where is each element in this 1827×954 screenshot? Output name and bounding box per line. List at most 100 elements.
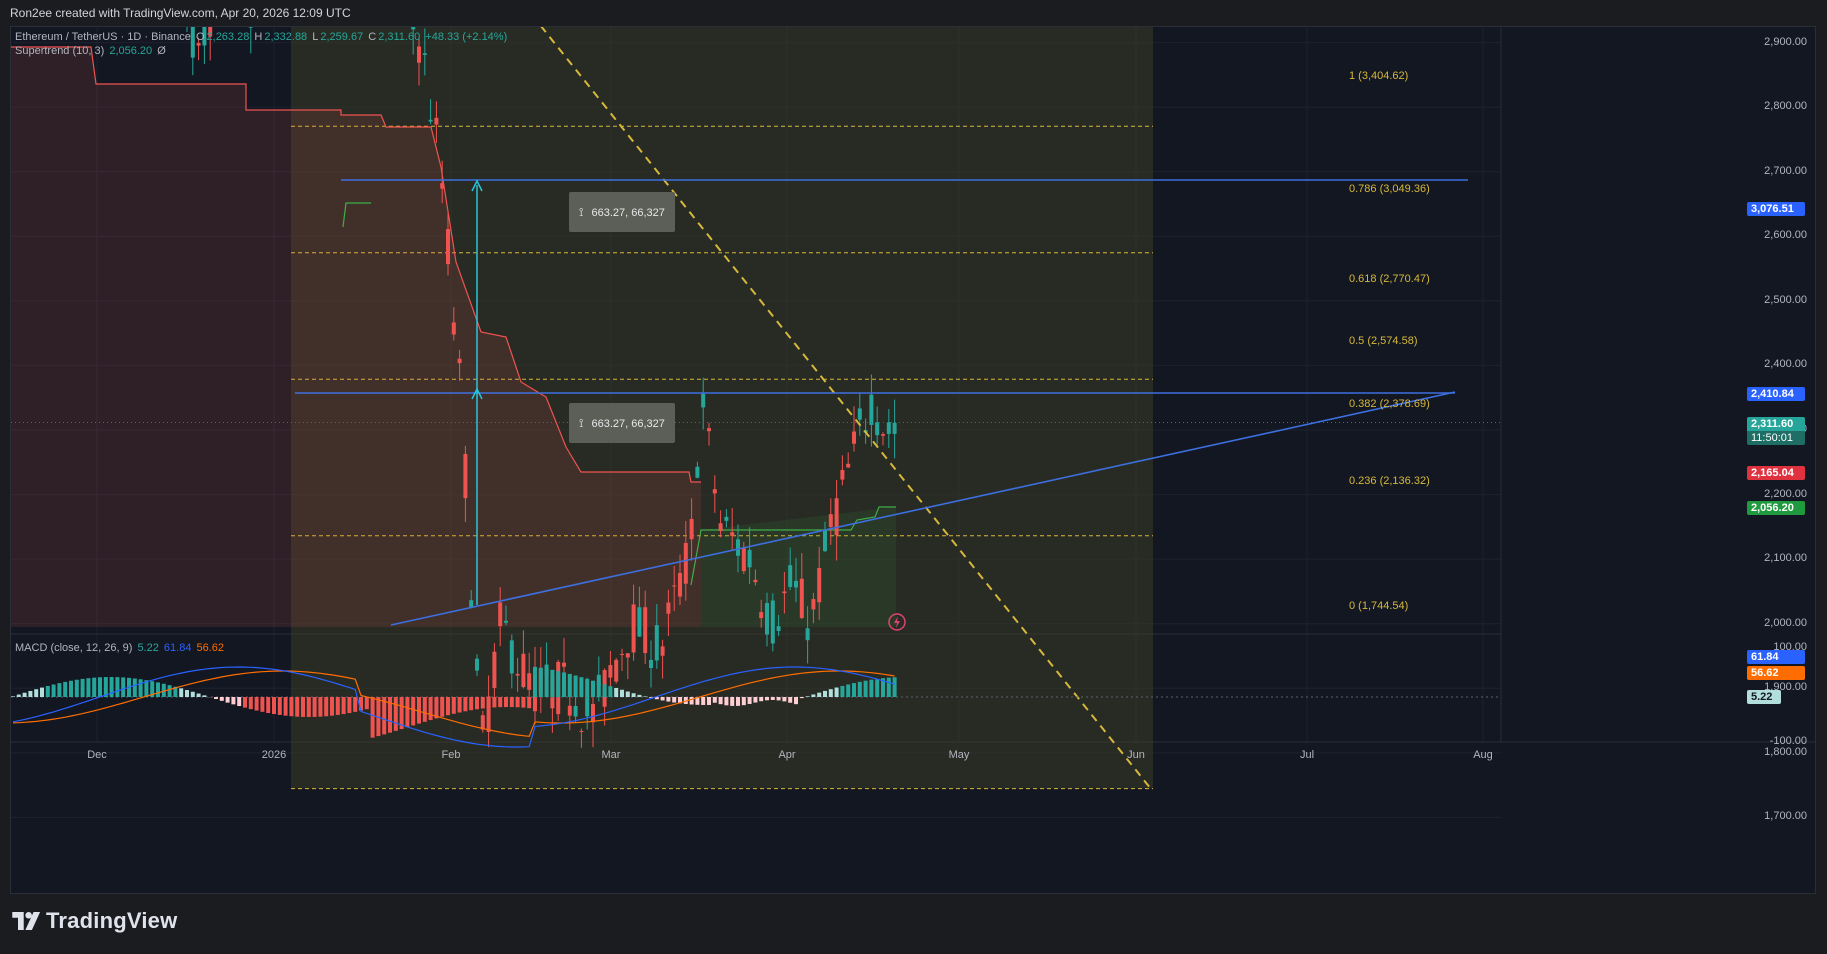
macd-histogram-bar xyxy=(515,697,520,708)
macd-histogram-bar xyxy=(254,697,259,711)
macd-histogram-bar xyxy=(353,697,358,712)
candle-body xyxy=(730,532,735,536)
macd-histogram-bar xyxy=(567,673,572,697)
macd-histogram-bar xyxy=(718,697,723,705)
macd-histogram-bar xyxy=(701,697,706,705)
macd-histogram-bar xyxy=(132,678,137,697)
measure-icon: ⟟ xyxy=(579,416,584,430)
fib-label-0618: 0.618 (2,770.47) xyxy=(1349,273,1430,285)
macd-histogram-bar xyxy=(736,697,740,706)
macd-badge: 61.84 xyxy=(1747,650,1805,664)
candle-body xyxy=(852,431,856,444)
candle-body xyxy=(747,549,752,568)
macd-histogram-bar xyxy=(759,697,764,702)
chart-area[interactable]: Ethereum / TetherUS · 1D · Binance O 2,26… xyxy=(10,26,1816,894)
macd-histogram-bar xyxy=(382,697,387,735)
candle-body xyxy=(486,696,491,732)
macd-histogram-bar xyxy=(881,678,885,697)
symbol-legend[interactable]: Ethereum / TetherUS · 1D · Binance O 2,26… xyxy=(15,31,509,43)
candle-body xyxy=(614,659,619,682)
macd-histogram-bar xyxy=(492,697,497,708)
macd-histogram-bar xyxy=(562,672,566,697)
fib-label-0382: 0.382 (2,378.69) xyxy=(1349,398,1430,410)
candle-body xyxy=(678,572,682,597)
time-axis-label: 2026 xyxy=(261,749,287,761)
candle-body xyxy=(585,696,590,717)
hist-badge: 5.22 xyxy=(1747,690,1781,704)
macd-legend[interactable]: MACD (close, 12, 26, 9) 5.22 61.84 56.62 xyxy=(15,642,226,654)
macd-histogram-bar xyxy=(40,687,44,697)
macd-histogram-bar xyxy=(185,690,189,697)
measure-arrowhead xyxy=(471,179,483,192)
chart-canvas[interactable] xyxy=(11,27,1816,894)
change-value: +48.33 (+2.14%) xyxy=(425,31,508,43)
macd-histogram-bar xyxy=(144,680,149,697)
macd-histogram-bar xyxy=(422,697,427,722)
candle-body xyxy=(765,602,769,635)
measure-text-lower: 663.27, 66,327 xyxy=(591,418,665,430)
macd-histogram-bar xyxy=(266,697,271,713)
candle-body xyxy=(596,674,601,686)
measure-icon: ⟟ xyxy=(579,205,584,219)
candle-body xyxy=(591,704,595,723)
candle-body xyxy=(689,518,694,540)
macd-histogram-bar xyxy=(724,697,729,706)
macd-axis-top: 100.00 xyxy=(1773,641,1807,653)
candle-body xyxy=(683,542,688,584)
time-axis-label: May xyxy=(948,749,970,761)
macd-histogram-bar xyxy=(643,696,648,697)
measure-text-upper: 663.27, 66,327 xyxy=(591,207,665,219)
measure-box-upper[interactable]: ⟟ 663.27, 66,327 xyxy=(569,192,675,232)
supertrend-red-fill xyxy=(11,47,701,627)
last-price-badge: 2,311.60 xyxy=(1747,417,1805,431)
price-axis-label: 2,000.00 xyxy=(1764,616,1807,629)
supertrend-legend[interactable]: Supertrend (10, 3) 2,056.20 Ø xyxy=(15,45,168,57)
macd-histogram-bar xyxy=(741,697,746,706)
time-axis-label: Dec xyxy=(87,749,107,761)
fib-label-0: 0 (1,744.54) xyxy=(1349,600,1409,612)
macd-histogram-bar xyxy=(753,697,758,703)
time-axis-label: Mar xyxy=(601,749,621,761)
macd-histogram-bar xyxy=(585,678,590,697)
supertrend-green-line xyxy=(342,202,371,228)
price-axis-label: 1,800.00 xyxy=(1764,745,1807,758)
macd-histogram-bar xyxy=(347,697,352,714)
macd-histogram-bar xyxy=(74,679,79,697)
macd-histogram-bar xyxy=(608,686,613,697)
supertrend-extra: Ø xyxy=(157,45,166,57)
candle-body xyxy=(190,27,195,58)
macd-histogram-bar xyxy=(823,690,827,697)
macd-signal-value: 56.62 xyxy=(196,642,225,654)
macd-histogram-bar xyxy=(886,677,891,697)
candle-body xyxy=(463,453,468,499)
flash-icon[interactable] xyxy=(887,612,907,632)
fib-region xyxy=(291,27,1153,789)
macd-histogram-bar xyxy=(869,679,874,697)
candle-body xyxy=(451,322,456,335)
symbol-name[interactable]: Ethereum / TetherUS · 1D · Binance xyxy=(15,31,191,43)
macd-histogram-bar xyxy=(440,697,445,717)
candle-body xyxy=(475,658,479,671)
macd-histogram-bar xyxy=(852,683,856,697)
tradingview-logo[interactable]: TradingView xyxy=(12,908,177,934)
macd-histogram-bar xyxy=(631,693,636,697)
macd-histogram-bar xyxy=(138,679,143,697)
macd-histogram-bar xyxy=(51,684,56,697)
macd-histogram-bar xyxy=(92,677,97,697)
measure-box-lower[interactable]: ⟟ 663.27, 66,327 xyxy=(569,403,675,443)
candle-body xyxy=(776,626,781,631)
macd-histogram-bar xyxy=(370,697,375,738)
macd-histogram-bar xyxy=(115,677,120,697)
candle-body xyxy=(649,659,653,669)
macd-histogram-bar xyxy=(196,693,201,697)
macd-histogram-bar xyxy=(202,695,207,697)
macd-histogram-bar xyxy=(498,697,503,708)
supertrend-label[interactable]: Supertrend (10, 3) xyxy=(15,45,105,57)
macd-histogram-bar xyxy=(533,666,537,697)
time-axis-label: Jul xyxy=(1299,749,1315,761)
macd-label[interactable]: MACD (close, 12, 26, 9) xyxy=(15,642,133,654)
candle-body xyxy=(480,715,485,730)
macd-histogram-bar xyxy=(428,697,433,721)
candle-body xyxy=(799,578,804,619)
candle-body xyxy=(567,705,572,716)
